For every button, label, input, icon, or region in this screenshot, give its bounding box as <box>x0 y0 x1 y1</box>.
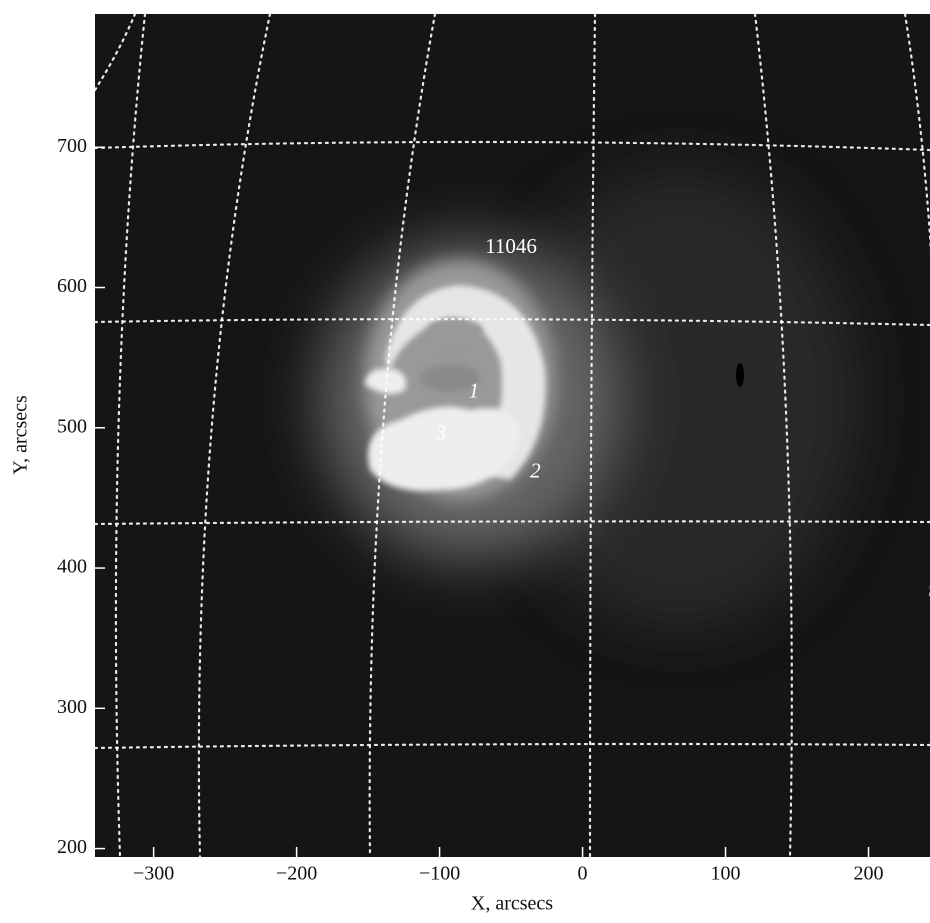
y-tick-label: 700 <box>57 135 87 157</box>
y-tick-label: 200 <box>57 836 87 858</box>
x-axis-label: X, arcsecs <box>471 893 553 915</box>
annotation: 1 <box>469 379 480 403</box>
x-tick-label: −100 <box>419 863 460 885</box>
y-axis-label: Y, arcsecs <box>10 395 32 475</box>
x-tick-label: −200 <box>276 863 317 885</box>
y-tick-label: 300 <box>57 696 87 718</box>
y-tick-label: 400 <box>57 556 87 578</box>
chart: −300−200−1000100200200300400500600700 11… <box>0 0 930 923</box>
annotation: 2 <box>530 458 541 482</box>
y-tick-label: 600 <box>57 275 87 297</box>
annotation: 11046 <box>485 234 537 258</box>
x-tick-label: 100 <box>711 863 741 885</box>
x-tick-label: 200 <box>854 863 884 885</box>
y-tick-label: 500 <box>57 415 87 437</box>
x-tick-label: −300 <box>133 863 174 885</box>
annotation: 3 <box>435 421 447 445</box>
solar-image <box>95 14 930 857</box>
x-tick-label: 0 <box>578 863 588 885</box>
